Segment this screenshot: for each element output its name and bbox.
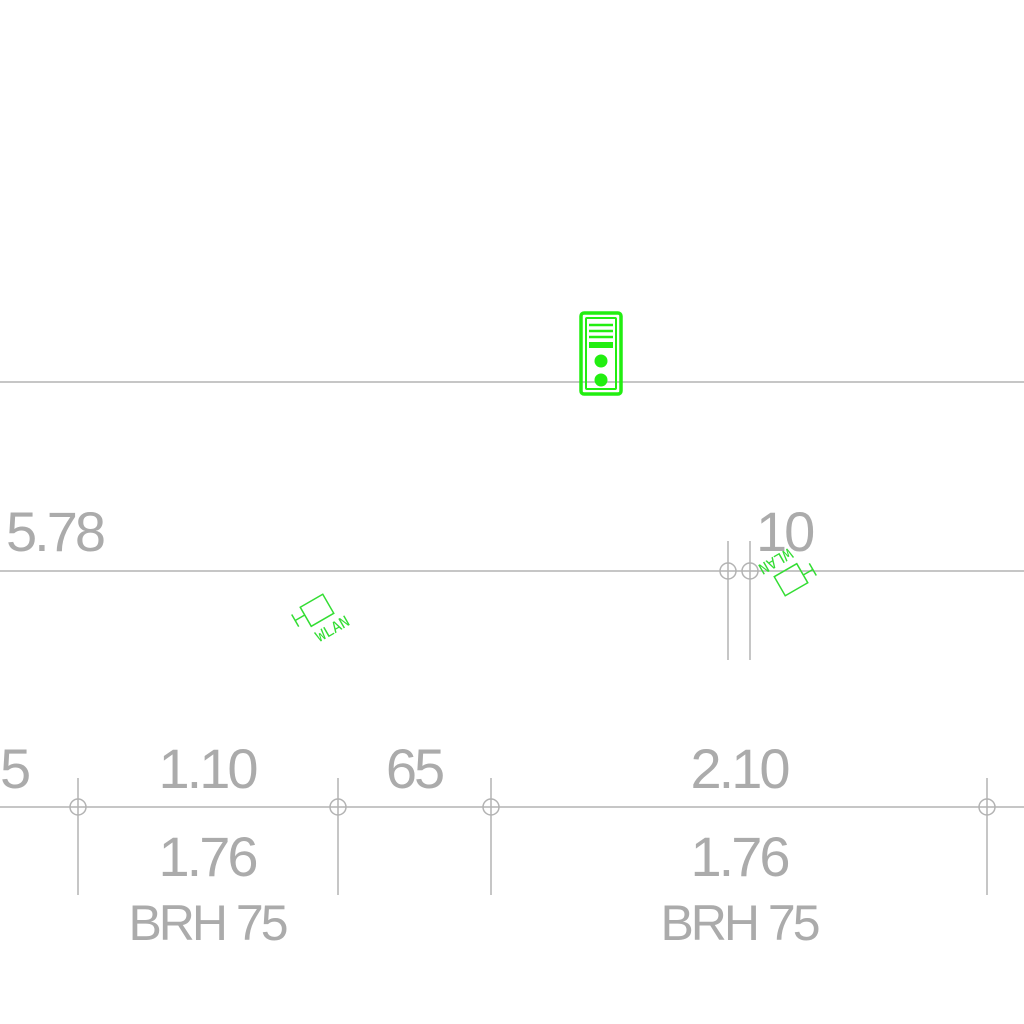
room-partial-label: 10 <box>756 500 813 563</box>
dimension-tick-lower-3 <box>482 778 500 895</box>
dimension-tick-middle-2 <box>741 541 759 660</box>
dimension-tick-lower-4 <box>978 778 996 895</box>
wlan-label-1: WLAN <box>312 612 352 646</box>
dimension-tick-lower-1 <box>69 778 87 895</box>
wlan-access-point-1[interactable]: WLAN <box>291 590 353 651</box>
window-width-label-1: 1.76 <box>159 825 257 888</box>
wlan-icon <box>291 593 335 628</box>
dim-3-label: 2.10 <box>691 737 789 800</box>
dim-left-partial-label: 5 <box>0 737 29 800</box>
wlan-icon <box>773 562 817 597</box>
server-rack-icon[interactable] <box>579 311 623 396</box>
sill-height-label-1: BRH 75 <box>128 895 286 951</box>
dim-1-label: 1.10 <box>159 737 257 800</box>
dimension-tick-lower-2 <box>329 778 347 895</box>
dimension-tick-middle-1 <box>719 541 737 660</box>
window-width-label-2: 1.76 <box>691 825 789 888</box>
sill-height-label-2: BRH 75 <box>660 895 818 951</box>
dim-2-label: 65 <box>386 737 443 800</box>
room-width-label: 5.78 <box>6 500 104 563</box>
